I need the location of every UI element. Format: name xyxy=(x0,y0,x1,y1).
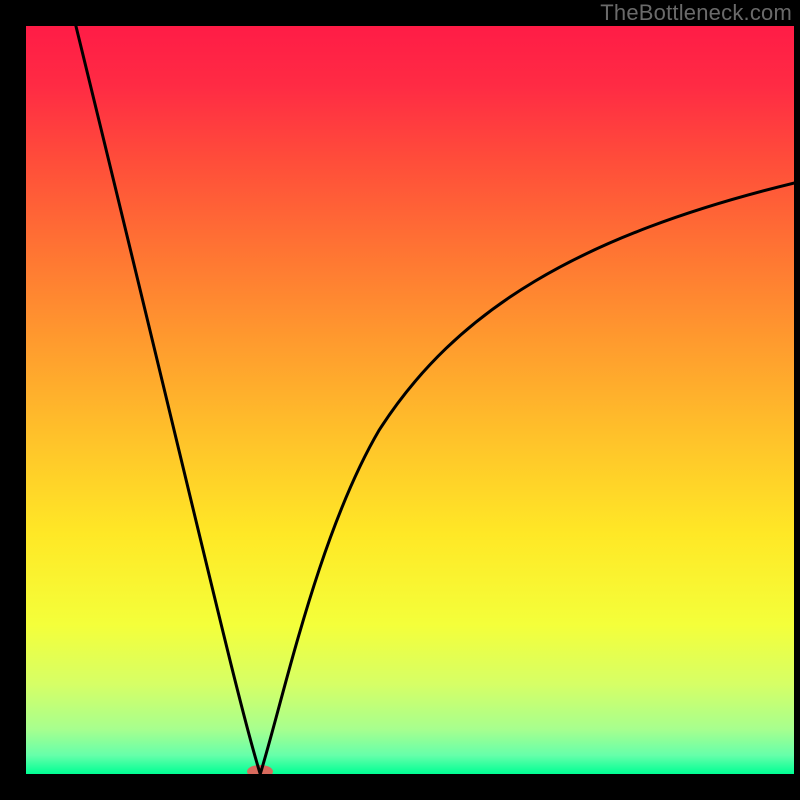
chart-plot-area xyxy=(26,26,794,774)
watermark-text: TheBottleneck.com xyxy=(600,0,792,26)
bottleneck-curve xyxy=(26,26,794,774)
curve-path xyxy=(76,26,794,774)
